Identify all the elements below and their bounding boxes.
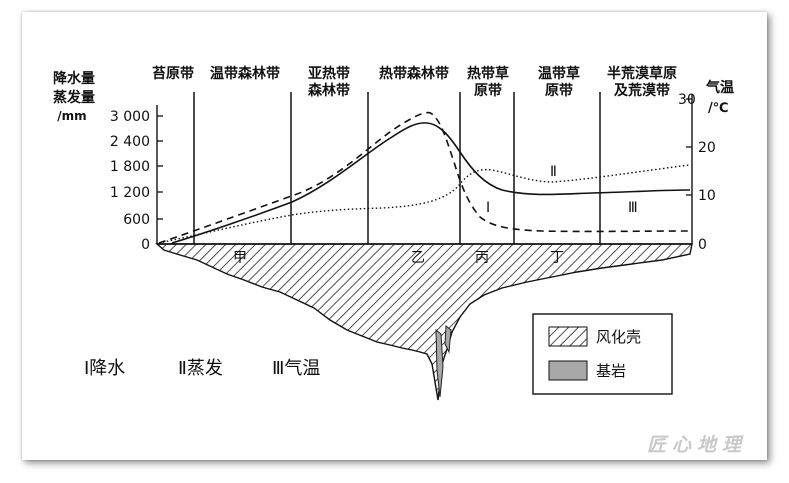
zone-semidesert-l2: 及荒漠带: [614, 82, 670, 99]
legend-evaporation: Ⅱ蒸发: [178, 358, 223, 379]
curve-label-iii: Ⅲ: [628, 200, 638, 216]
left-axis-unit: /mm: [57, 109, 86, 123]
left-tick-label: 0: [141, 237, 150, 253]
bedrock-shard: [444, 325, 452, 354]
watermark: 匠心地理: [647, 434, 747, 456]
zone-temperate-grass-l2: 原带: [545, 83, 573, 99]
zone-temperate-grass-l1: 温带草: [538, 65, 580, 82]
left-axis-title-l1: 降水量: [53, 70, 95, 87]
right-axis-title: 气温 /℃: [705, 79, 734, 116]
bedrock-shard: [435, 328, 444, 398]
right-ticks: [686, 98, 692, 196]
diagram-canvas: 苔原带 温带森林带 亚热带 森林带 热带森林带 热带草 原带 温带草 原带 半荒…: [53, 65, 747, 456]
site-labels: 甲 乙 丙 丁: [233, 250, 564, 266]
right-tick-label: 30: [678, 92, 696, 108]
left-tick-label: 1 200: [110, 185, 150, 201]
site-label-ding: 丁: [550, 250, 564, 266]
legend-precipitation: Ⅰ降水: [84, 358, 125, 379]
zone-labels: 苔原带 温带森林带 亚热带 森林带 热带森林带 热带草 原带 温带草 原带 半荒…: [152, 65, 677, 99]
evaporation-curve: [158, 164, 691, 244]
zone-tropical-forest: 热带森林带: [379, 65, 449, 82]
right-axis-title-text: 气温: [705, 79, 734, 96]
precipitation-curve: [158, 111, 691, 244]
legend-box: 风化壳 基岩: [532, 313, 673, 395]
right-tick-label: 10: [698, 188, 716, 204]
curve-label-ii: Ⅱ: [550, 164, 557, 180]
legend-weathering-label: 风化壳: [596, 328, 641, 346]
site-label-bing: 丙: [475, 250, 489, 266]
curve-legend: Ⅰ降水 Ⅱ蒸发 Ⅲ气温: [84, 358, 320, 379]
left-tick-label: 2 400: [110, 134, 150, 150]
zone-tropical-grass-l1: 热带草: [467, 65, 509, 82]
zone-semidesert-l1: 半荒漠草原: [607, 65, 677, 82]
curve-labels: Ⅰ Ⅱ Ⅲ: [486, 164, 638, 216]
zone-subtropical-l2: 森林带: [308, 82, 350, 99]
site-label-jia: 甲: [233, 250, 247, 266]
left-tick-label: 1 800: [110, 159, 150, 175]
figure-frame: 苔原带 温带森林带 亚热带 森林带 热带森林带 热带草 原带 温带草 原带 半荒…: [22, 12, 767, 460]
site-label-yi: 乙: [411, 250, 425, 266]
zone-dividers: [193, 92, 601, 244]
legend-temperature: Ⅲ气温: [272, 358, 320, 379]
weathering-crust: [155, 243, 693, 401]
left-tick-labels: 3 000 2 400 1 800 1 200 600 0: [110, 109, 150, 253]
zone-temperate-forest: 温带森林带: [210, 65, 280, 82]
left-ticks: [157, 115, 163, 220]
left-tick-label: 3 000: [110, 109, 150, 125]
curve-label-i: Ⅰ: [486, 200, 490, 216]
right-tick-label: 0: [698, 237, 707, 253]
zone-subtropical-l1: 亚热带: [308, 65, 350, 82]
right-tick-label: 20: [698, 140, 716, 156]
zone-tundra: 苔原带: [152, 65, 194, 82]
zone-tropical-grass-l2: 原带: [474, 83, 502, 99]
left-axis-title: 降水量 蒸发量 /mm: [53, 70, 95, 123]
weathering-swatch: [548, 326, 588, 347]
bedrock-swatch: [548, 360, 588, 381]
right-tick-labels: 30 20 10 0: [678, 92, 716, 253]
right-axis-unit: /℃: [708, 101, 729, 116]
temperature-curve: [171, 122, 691, 244]
left-axis-title-l2: 蒸发量: [53, 89, 95, 106]
left-tick-label: 600: [123, 212, 150, 228]
legend-bedrock-label: 基岩: [596, 362, 626, 380]
